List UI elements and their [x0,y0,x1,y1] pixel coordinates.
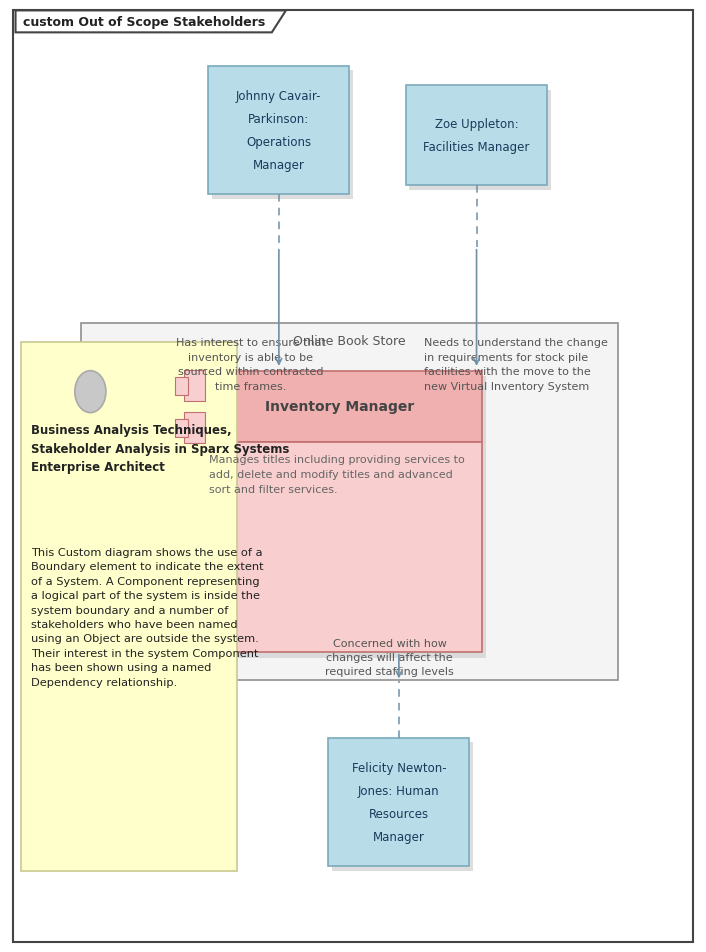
Bar [175,377,188,396]
Bar [406,86,547,186]
Bar [81,324,618,681]
Text: Facilities Manager: Facilities Manager [424,141,530,153]
Text: Parkinson:: Parkinson: [249,113,309,126]
Text: Concerned with how
changes will affect the
required staffing levels: Concerned with how changes will affect t… [325,638,454,677]
Bar [201,377,486,658]
Text: Johnny Cavair-: Johnny Cavair- [236,90,322,103]
Text: Has interest to ensure that
inventory is able to be
sourced within contracted
ti: Has interest to ensure that inventory is… [176,338,325,391]
Bar [196,443,482,652]
Bar [208,67,349,195]
Text: custom Out of Scope Stakeholders: custom Out of Scope Stakeholders [23,16,265,29]
Circle shape [75,371,106,413]
Bar [175,419,188,438]
Text: Resources: Resources [369,807,429,820]
Text: Online Book Store: Online Book Store [293,335,406,348]
Bar [409,90,551,190]
Text: Jones: Human: Jones: Human [358,784,440,797]
Bar [328,738,469,866]
Bar [21,343,237,871]
Bar [332,743,473,871]
Text: Inventory Manager: Inventory Manager [265,400,414,414]
Text: Needs to understand the change
in requirements for stock pile
facilities with th: Needs to understand the change in requir… [424,338,607,391]
Polygon shape [16,11,286,33]
Text: Business Analysis Techniques,
Stakeholder Analysis in Sparx Systems
Enterprise A: Business Analysis Techniques, Stakeholde… [31,424,289,473]
Text: Felicity Newton-: Felicity Newton- [352,762,446,774]
Bar [184,413,205,444]
Text: Zoe Uppleton:: Zoe Uppleton: [435,118,518,130]
Text: Manager: Manager [253,159,305,171]
Bar [196,371,482,443]
Text: This Custom diagram shows the use of a
Boundary element to indicate the extent
o: This Custom diagram shows the use of a B… [31,547,263,686]
Text: Operations: Operations [246,136,311,149]
Bar [212,71,353,200]
Text: Manager: Manager [373,830,425,843]
Text: Manages titles including providing services to
add, delete and modify titles and: Manages titles including providing servi… [209,454,465,494]
Bar [184,371,205,402]
